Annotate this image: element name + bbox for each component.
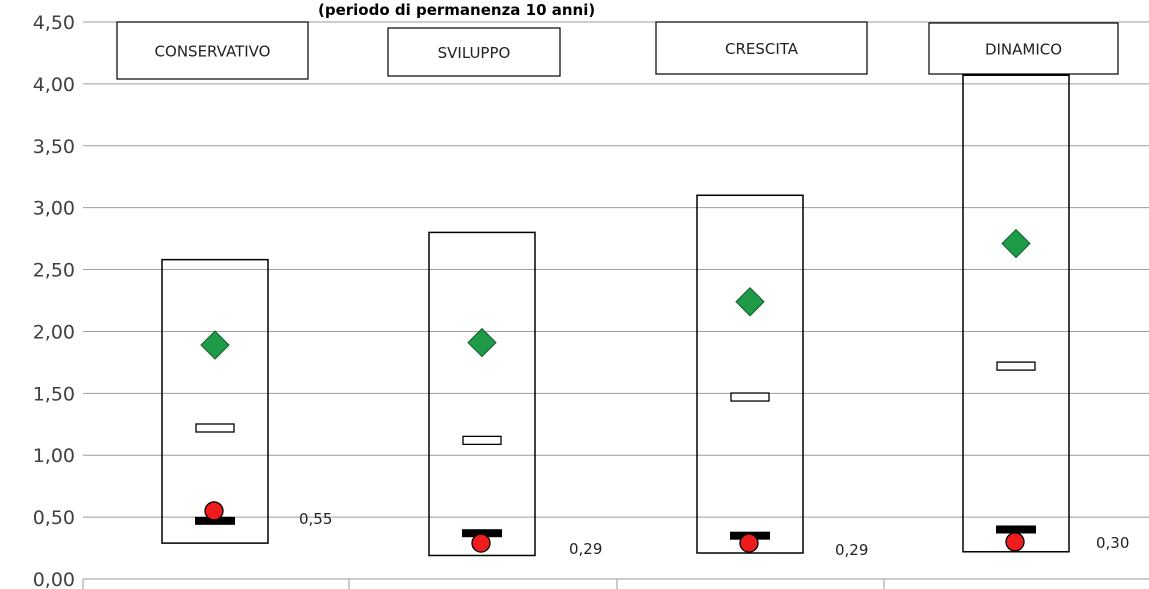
category-label: CRESCITA (725, 40, 799, 58)
result-point (739, 533, 759, 553)
low-bar-marker (996, 525, 1036, 534)
y-tick-label: 2,50 (33, 260, 75, 282)
category-label: SVILUPPO (438, 44, 511, 62)
category-label-box (928, 22, 1119, 75)
category-label: CONSERVATIVO (155, 43, 271, 61)
median-marker (462, 435, 502, 446)
result-point (1005, 532, 1025, 552)
category-label-box (116, 21, 309, 80)
y-tick-label: 0,50 (33, 507, 75, 529)
y-tick-label: 4,50 (33, 12, 75, 34)
y-axis-ticks: 0,00 0,50 1,00 1,50 2,00 2,50 3,00 3,50 4,00 4,50 (33, 12, 75, 589)
y-tick-label: 0,00 (33, 569, 75, 589)
high-scenario-diamond (735, 287, 765, 317)
y-tick-label: 1,50 (33, 383, 75, 405)
y-tick-label: 3,50 (33, 136, 75, 158)
chart-title: (periodo di permanenza 10 anni) (318, 1, 595, 19)
grid-lines (82, 21, 1149, 589)
median-marker (195, 423, 235, 433)
low-bar-marker (462, 529, 502, 538)
result-point (204, 501, 224, 521)
category-label-box (387, 27, 561, 77)
value-label: 0,30 (1096, 534, 1129, 552)
range-box (161, 258, 269, 544)
y-tick-label: 3,00 (33, 198, 75, 220)
value-label: 0,29 (835, 541, 868, 559)
range-box (962, 74, 1070, 553)
y-tick-label: 2,00 (33, 321, 75, 343)
range-box (696, 194, 804, 554)
value-label: 0,29 (569, 540, 602, 558)
high-scenario-diamond (467, 327, 497, 358)
plot-area: CONSERVATIVO 0,55 SVILUPPO 0,29 CRESCITA 0,29… (116, 21, 1129, 559)
y-tick-label: 4,00 (33, 74, 75, 96)
high-scenario-diamond (1001, 228, 1031, 259)
range-box (428, 231, 536, 557)
low-bar-marker (195, 516, 235, 525)
median-marker (730, 392, 770, 402)
high-scenario-diamond (200, 330, 230, 360)
category-label-box (655, 21, 868, 75)
value-label: 0,55 (299, 510, 332, 528)
category-label: DINAMICO (985, 41, 1062, 59)
y-tick-label: 1,00 (33, 445, 75, 467)
result-point (471, 533, 491, 553)
median-marker (996, 361, 1036, 371)
